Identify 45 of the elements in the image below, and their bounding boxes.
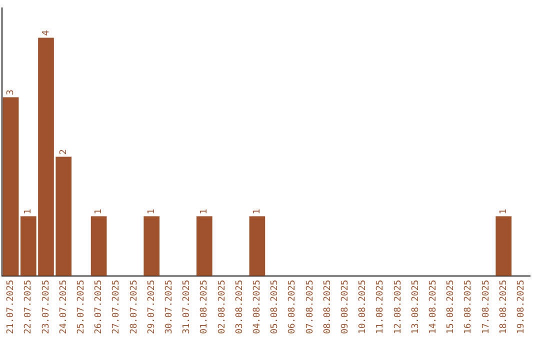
data-label: 1 bbox=[200, 208, 210, 214]
data-label: 4 bbox=[41, 30, 52, 36]
x-tick-label: 30.07.2025 bbox=[164, 280, 175, 334]
x-tick-label: 06.08.2025 bbox=[288, 280, 298, 334]
bar bbox=[196, 216, 212, 276]
bar bbox=[144, 216, 160, 276]
x-tick-label: 12.08.2025 bbox=[393, 280, 404, 334]
x-tick-label: 05.08.2025 bbox=[270, 280, 280, 334]
x-tick-label: 07.08.2025 bbox=[305, 280, 316, 334]
x-tick-label: 16.08.2025 bbox=[464, 280, 474, 334]
x-tick-label: 19.08.2025 bbox=[516, 280, 527, 334]
x-tick-label: 18.08.2025 bbox=[498, 280, 509, 334]
x-tick-label: 29.07.2025 bbox=[146, 280, 157, 334]
data-label: 1 bbox=[94, 208, 104, 214]
data-label: 1 bbox=[146, 208, 157, 214]
x-tick-label: 27.07.2025 bbox=[112, 280, 122, 334]
x-tick-label: 23.07.2025 bbox=[41, 280, 52, 334]
data-label: 3 bbox=[6, 90, 16, 96]
x-tick-label: 21.07.2025 bbox=[6, 280, 16, 334]
x-tick-label: 28.07.2025 bbox=[129, 280, 140, 334]
x-tick-label: 09.08.2025 bbox=[340, 280, 351, 334]
data-label: 1 bbox=[24, 208, 34, 214]
x-tick-label: 25.07.2025 bbox=[76, 280, 87, 334]
x-tick-label: 15.08.2025 bbox=[446, 280, 456, 334]
bar bbox=[249, 216, 266, 276]
bar bbox=[2, 97, 19, 276]
x-tick-label: 01.08.2025 bbox=[200, 280, 210, 334]
x-tick-label: 22.07.2025 bbox=[24, 280, 34, 334]
x-tick-label: 31.07.2025 bbox=[182, 280, 192, 334]
x-tick-label: 14.08.2025 bbox=[428, 280, 439, 334]
data-label: 1 bbox=[498, 208, 509, 214]
x-tick-label: 11.08.2025 bbox=[376, 280, 386, 334]
data-label: 1 bbox=[252, 208, 263, 214]
x-tick-label: 24.07.2025 bbox=[58, 280, 69, 334]
x-tick-label: 10.08.2025 bbox=[358, 280, 368, 334]
x-tick-label: 17.08.2025 bbox=[481, 280, 492, 334]
x-tick-label: 08.08.2025 bbox=[322, 280, 333, 334]
x-tick-label: 13.08.2025 bbox=[410, 280, 421, 334]
x-tick-label: 03.08.2025 bbox=[234, 280, 245, 334]
x-tick-label: 04.08.2025 bbox=[252, 280, 263, 334]
x-tick-label: 26.07.2025 bbox=[94, 280, 104, 334]
data-label: 2 bbox=[58, 149, 69, 155]
bar bbox=[90, 216, 107, 276]
x-tick-label: 02.08.2025 bbox=[217, 280, 228, 334]
bar bbox=[496, 216, 512, 276]
